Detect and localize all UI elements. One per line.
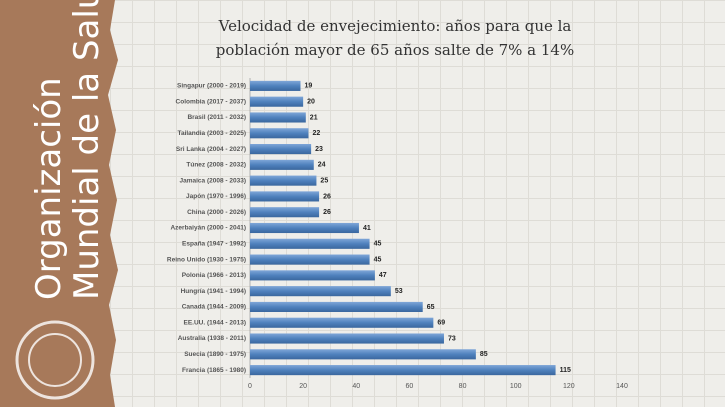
category-label: España (1947 - 1992) [182, 241, 246, 248]
value-label: 73 [448, 335, 456, 342]
category-label: Brasil (2011 - 2032) [187, 114, 246, 121]
value-label: 45 [374, 256, 382, 263]
bar [250, 223, 359, 233]
slide: Organización Mundial de la Salud 0 20 40 60… [0, 0, 725, 407]
category-label: Tailandia (2003 - 2025) [177, 130, 246, 137]
bar [250, 302, 423, 312]
value-label: 69 [437, 320, 445, 327]
category-label: Singapur (2000 - 2019) [177, 83, 246, 90]
bar [250, 349, 476, 359]
category-label: Japón (1970 - 1996) [186, 193, 246, 200]
category-label: Australia (1938 - 2011) [178, 335, 246, 342]
bar [250, 160, 314, 170]
category-label: Sri Lanka (2004 - 2027) [176, 146, 246, 153]
value-label: 85 [480, 351, 488, 358]
value-label: 53 [395, 288, 403, 295]
bar [250, 286, 391, 296]
category-label: Azerbaiyán (2000 - 2041) [170, 225, 246, 232]
bar [250, 207, 319, 217]
category-label: Colombia (2017 - 2037) [176, 98, 246, 105]
value-label: 24 [318, 162, 326, 169]
bar [250, 333, 444, 343]
category-label: Polonia (1966 - 2013) [182, 272, 246, 279]
category-label: Reino Unido (1930 - 1975) [167, 256, 246, 263]
bar [250, 81, 300, 91]
x-tick-label: 120 [563, 383, 575, 390]
category-label: China (2000 - 2026) [187, 209, 246, 216]
category-label: EE.UU. (1944 - 2013) [183, 319, 246, 326]
category-label: Suecia (1890 - 1975) [184, 351, 246, 358]
value-label: 21 [310, 114, 318, 121]
bar [250, 255, 370, 265]
value-label: 23 [315, 146, 323, 153]
bar [250, 176, 316, 186]
bar [250, 239, 370, 249]
x-tick-label: 100 [510, 383, 522, 390]
value-label: 26 [323, 193, 331, 200]
x-tick-label: 20 [299, 383, 307, 390]
bar [250, 191, 319, 201]
x-tick-label: 40 [352, 383, 360, 390]
bar [250, 128, 308, 138]
category-label: Hungría (1941 - 1994) [181, 288, 246, 295]
value-label: 65 [427, 304, 435, 311]
value-label: 25 [320, 177, 328, 184]
chart-title: Velocidad de envejecimiento: años para q… [215, 14, 575, 62]
category-label: Canadá (1944 - 2009) [182, 304, 246, 311]
value-label: 47 [379, 272, 387, 279]
value-label: 22 [312, 130, 320, 137]
logo-text: Organización [29, 77, 69, 300]
value-label: 41 [363, 225, 371, 232]
bar [250, 144, 311, 154]
value-label: 115 [560, 367, 571, 374]
x-tick-label: 60 [406, 383, 414, 390]
value-label: 26 [323, 209, 331, 216]
bar [250, 365, 556, 375]
category-label: Jamaica (2008 - 2033) [180, 177, 247, 184]
category-label: Túnez (2008 - 2032) [186, 162, 246, 169]
value-label: 19 [304, 83, 312, 90]
category-label: Francia (1865 - 1980) [182, 367, 246, 374]
x-tick-label: 140 [616, 383, 628, 390]
value-label: 45 [374, 241, 382, 248]
x-tick-label: 0 [248, 383, 252, 390]
value-label: 20 [307, 99, 315, 106]
logo-text: Mundial de la Salud [67, 0, 107, 300]
bar [250, 112, 306, 122]
bar [250, 318, 433, 328]
bar [250, 97, 303, 107]
bar [250, 270, 375, 280]
x-tick-label: 80 [459, 383, 467, 390]
